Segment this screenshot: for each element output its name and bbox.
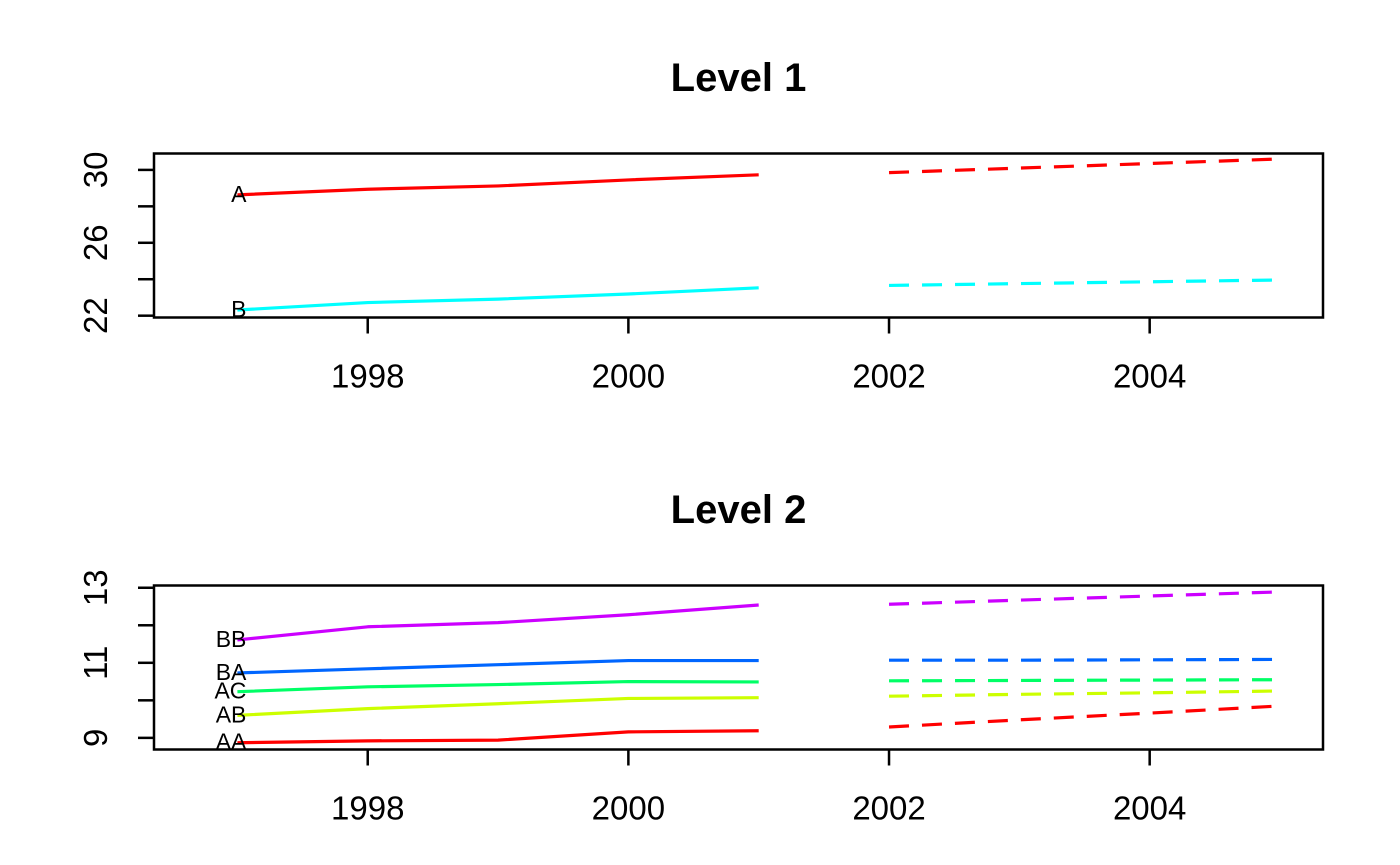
x-tick-label-1998: 1998 — [331, 790, 404, 827]
series-BB-forecast-line — [888, 590, 1281, 606]
series-BB-observed-line — [237, 603, 759, 642]
plot-box-level-1 — [152, 152, 1325, 319]
y-tick-label-13: 13 — [77, 569, 114, 606]
series-BA-label: BA — [216, 659, 247, 685]
y-tick-label-22: 22 — [77, 297, 114, 334]
chart-title-level-1: Level 1 — [670, 56, 807, 100]
series-B-observed-line — [237, 286, 759, 312]
series-AB-forecast-line — [889, 689, 1281, 698]
series-AC-label: AC — [214, 678, 246, 704]
series-B-forecast-line — [889, 278, 1281, 288]
x-tick-label-2002: 2002 — [852, 790, 925, 827]
series-A-forecast-line — [888, 157, 1281, 175]
series-B-label: B — [231, 296, 246, 322]
x-tick-label-2000: 2000 — [592, 358, 665, 395]
series-AC-observed-line — [237, 679, 759, 694]
y-tick-label-30: 30 — [77, 152, 114, 189]
panel-level-1: 22 26 30 1998 2000 2002 2004 A B — [77, 152, 1325, 395]
x-tick-label-2000: 2000 — [592, 790, 665, 827]
series-BB-label: BB — [216, 626, 247, 652]
series-AA-forecast-line — [888, 704, 1281, 729]
x-tick-label-2004: 2004 — [1113, 790, 1186, 827]
y-tick-label-11: 11 — [77, 646, 114, 680]
series-AC-forecast-line — [889, 678, 1280, 683]
y-tick-label-26: 26 — [77, 224, 114, 261]
series-A-observed-line — [237, 173, 759, 197]
series-A-label: A — [231, 181, 247, 207]
series-AA-label: AA — [216, 729, 247, 755]
series-BA-forecast-line — [889, 657, 1280, 662]
x-tick-label-1998: 1998 — [331, 358, 404, 395]
x-tick-label-2004: 2004 — [1113, 358, 1186, 395]
y-tick-label-9: 9 — [77, 729, 114, 747]
series-BA-observed-line — [237, 658, 759, 675]
x-tick-label-2002: 2002 — [852, 358, 925, 395]
chart-title-level-2: Level 2 — [670, 488, 807, 532]
series-AB-observed-line — [237, 696, 759, 717]
series-AB-label: AB — [216, 701, 247, 727]
series-AA-observed-line — [237, 729, 759, 745]
plot-box-level-2 — [152, 584, 1325, 751]
